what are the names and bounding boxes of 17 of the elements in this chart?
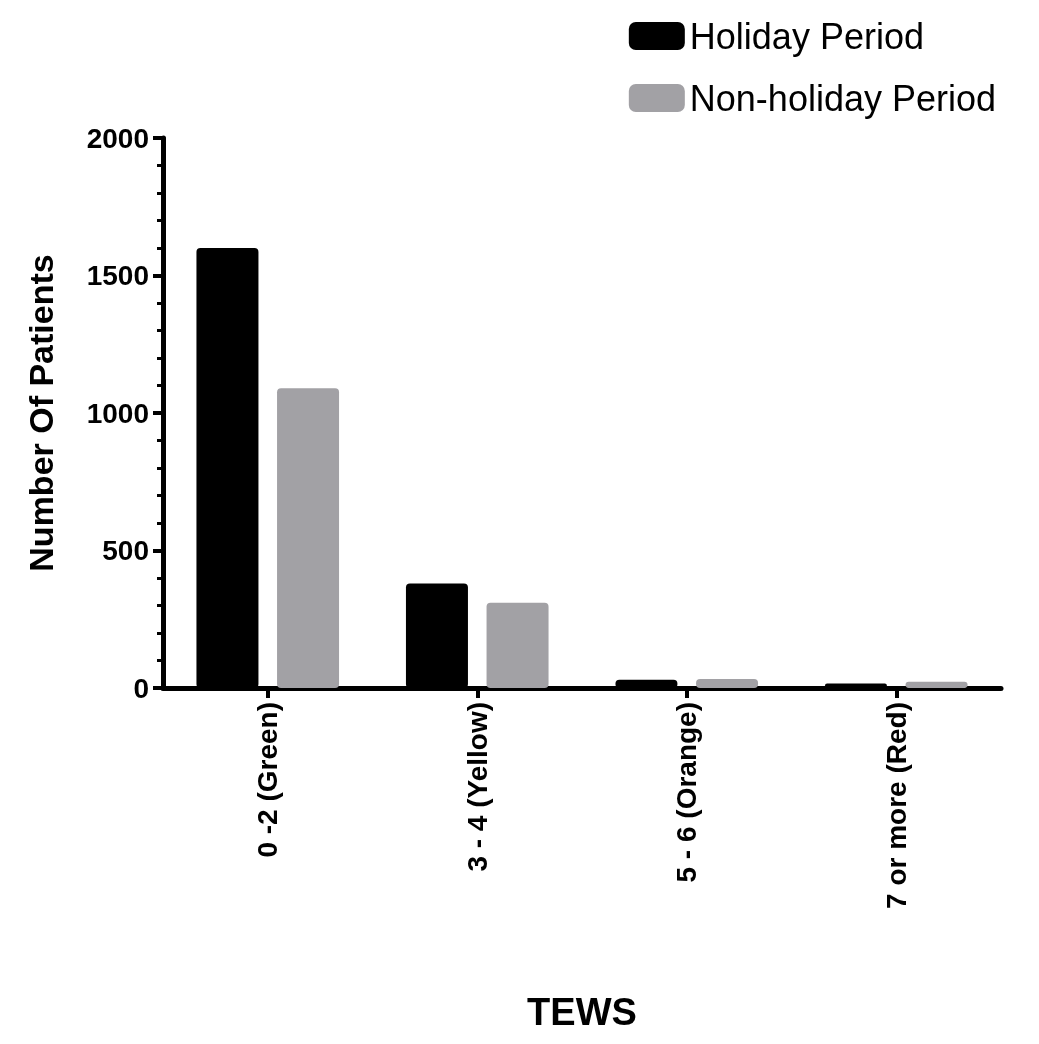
- x-tick-label: 0 -2 (Green): [252, 702, 284, 858]
- y-tick-label: 500: [102, 535, 149, 566]
- y-tick-label: 1000: [86, 397, 149, 429]
- bar: [277, 388, 340, 688]
- x-tick-label: 3 - 4 (Yellow): [461, 702, 493, 872]
- y-tick-label: 2000: [86, 122, 149, 154]
- bar: [905, 681, 968, 688]
- y-tick-label: 0: [133, 672, 149, 704]
- x-tick-label: 5 - 6 (Orange): [671, 702, 703, 883]
- x-tick-label: 7 or more (Red): [880, 702, 912, 909]
- bar: [696, 678, 759, 688]
- bar: [486, 602, 549, 688]
- legend-label: Non-holiday Period: [689, 77, 997, 119]
- legend-label: Holiday Period: [689, 15, 924, 57]
- y-axis-title: Number Of Patients: [22, 254, 60, 572]
- x-axis-title: TEWS: [527, 991, 637, 1033]
- y-tick-label: 1500: [86, 260, 149, 291]
